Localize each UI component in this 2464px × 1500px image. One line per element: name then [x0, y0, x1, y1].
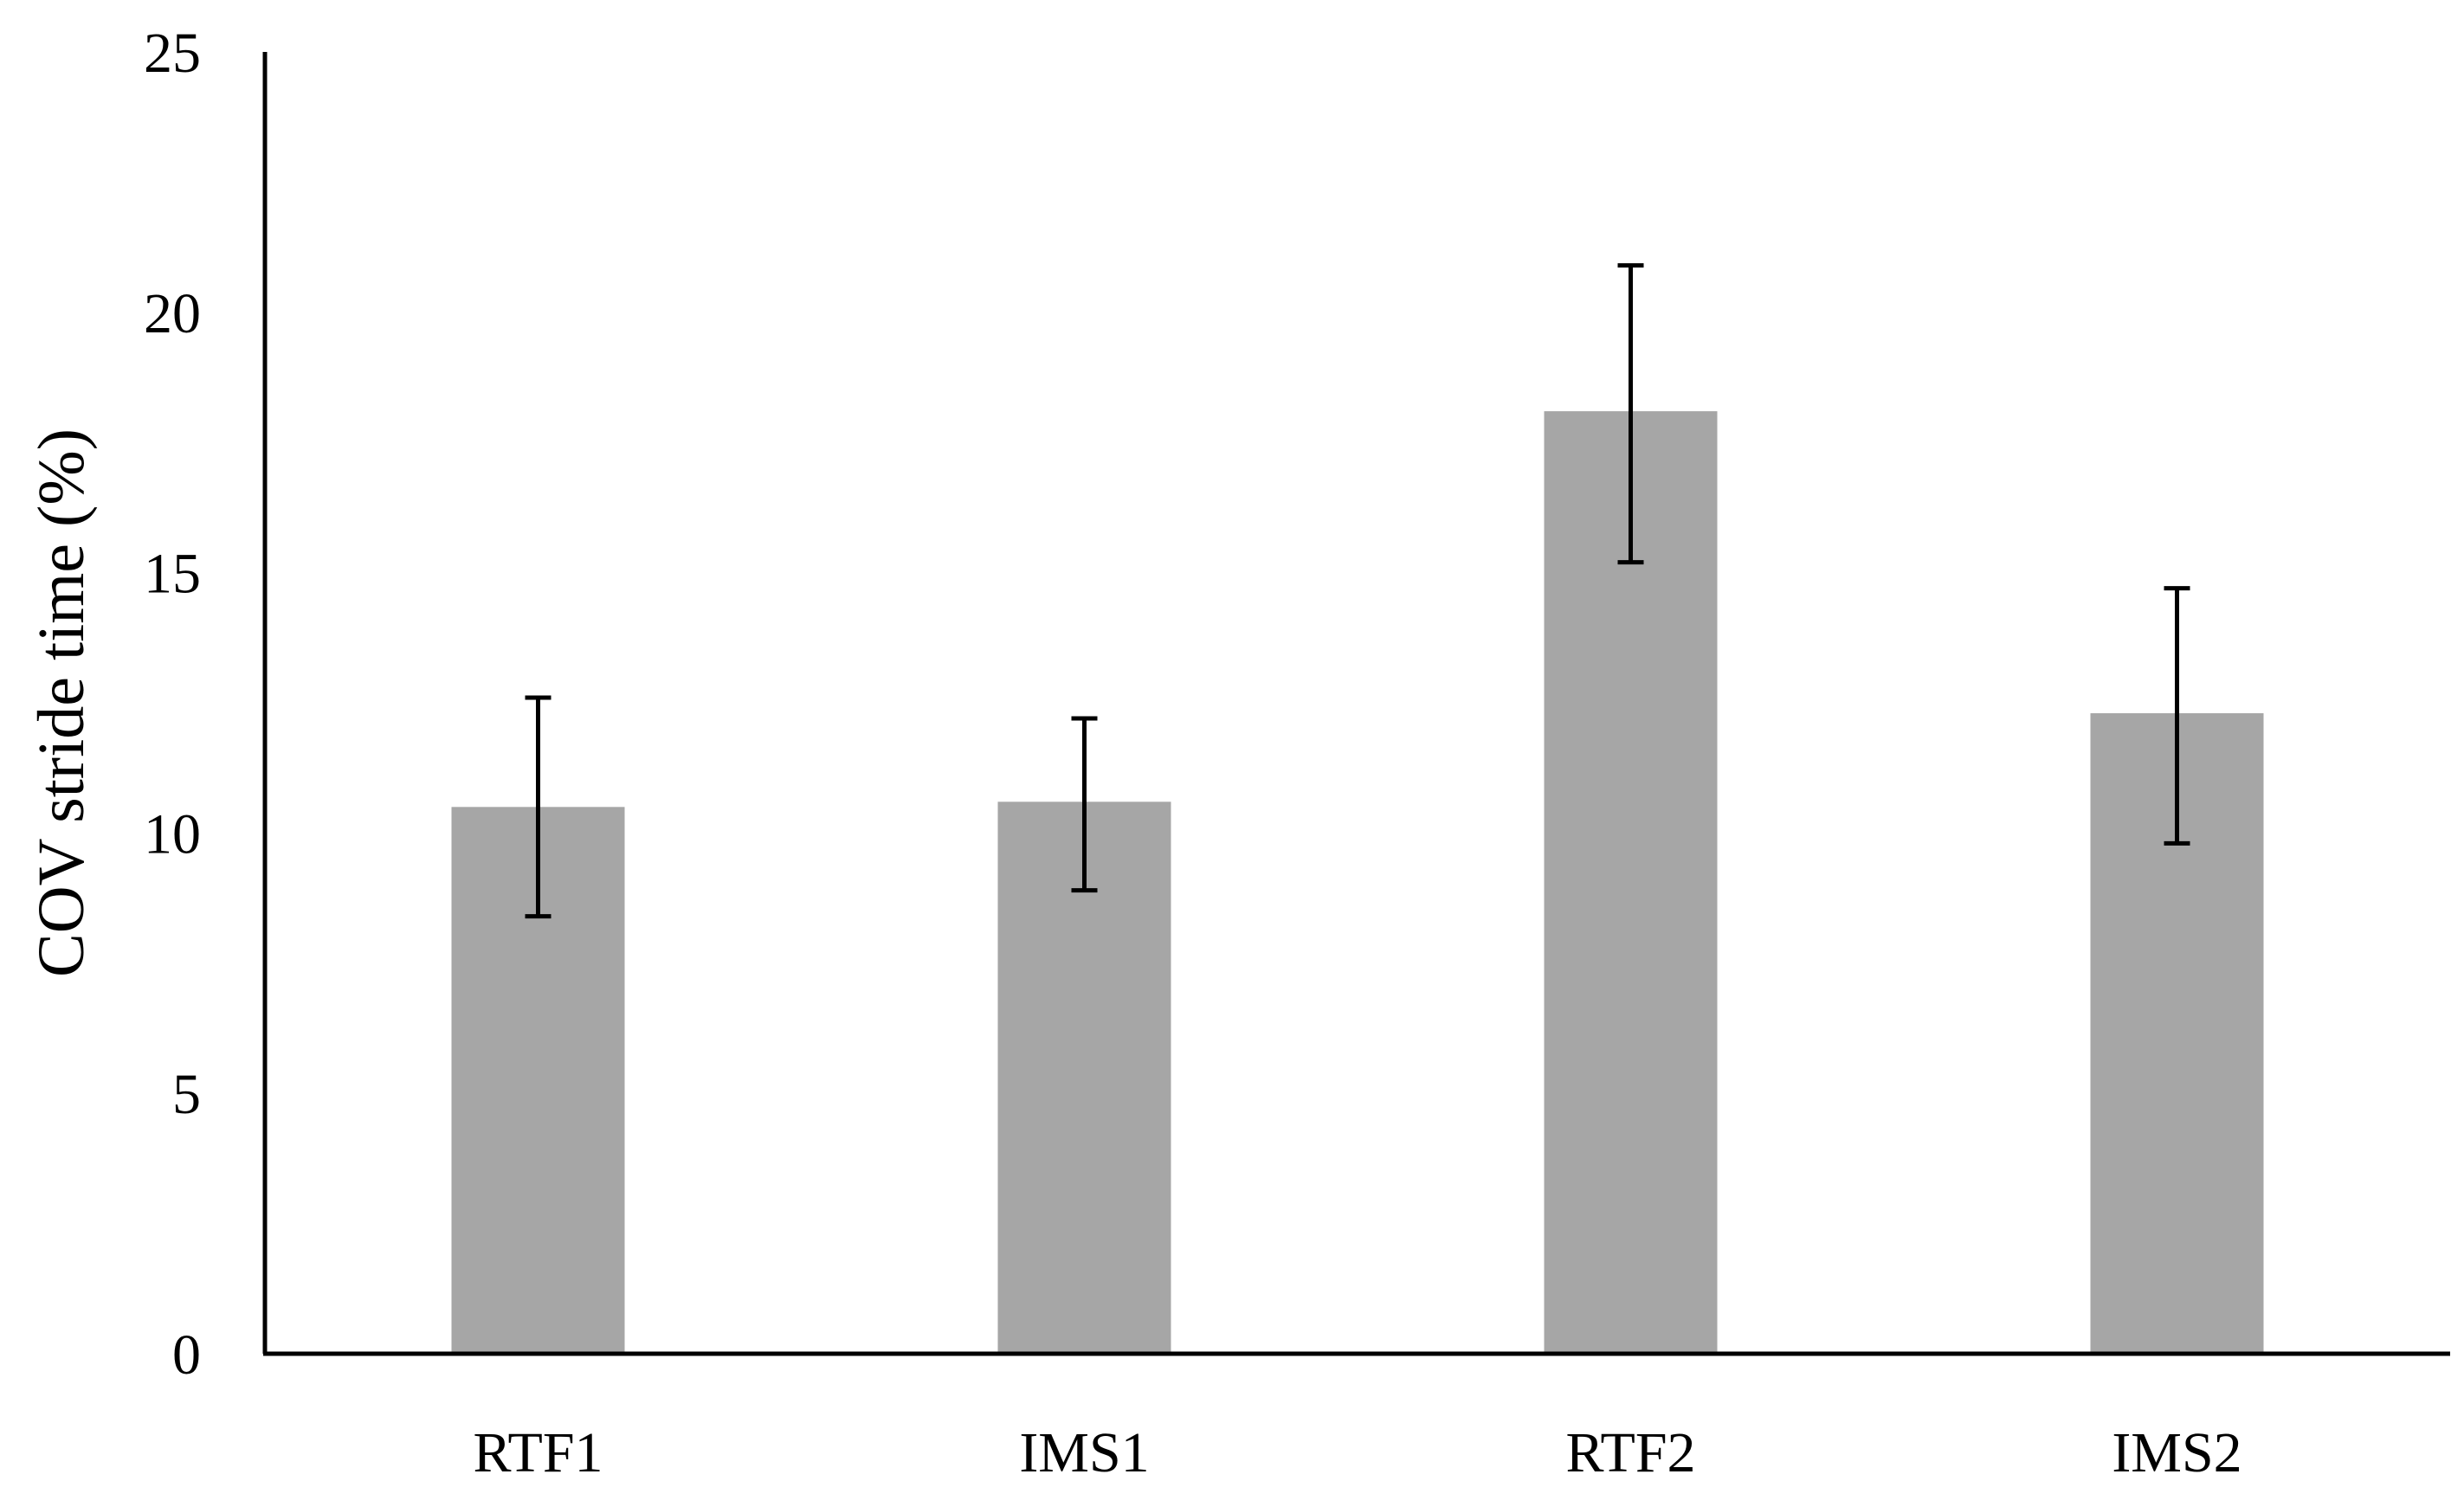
y-tick-label: 0	[172, 1323, 201, 1387]
error-bar-rtf1	[525, 695, 551, 919]
error-bar-rtf2	[1617, 263, 1644, 565]
bar-ims1	[997, 802, 1171, 1354]
y-tick-labels: 0 5 10 15 20 25	[144, 22, 201, 1387]
y-tick-label: 15	[144, 543, 201, 606]
error-bars	[525, 263, 2190, 919]
y-tick-label: 5	[172, 1063, 201, 1126]
axes	[262, 52, 2450, 1356]
x-tick-labels: RTF1 IMS1 RTF2 IMS2	[473, 1421, 2241, 1484]
y-tick-label: 25	[144, 22, 201, 85]
bar-rtf2	[1544, 411, 1718, 1354]
bars	[451, 411, 2264, 1354]
error-bar-ims2	[2164, 586, 2190, 846]
x-tick-label-ims2: IMS2	[2112, 1421, 2241, 1484]
error-bar-ims1	[1071, 716, 1098, 893]
x-tick-label-rtf2: RTF2	[1565, 1421, 1695, 1484]
x-tick-label-rtf1: RTF1	[473, 1421, 603, 1484]
x-tick-label-ims1: IMS1	[1019, 1421, 1149, 1484]
y-tick-label: 10	[144, 802, 201, 866]
y-axis-label: COV stride time (%)	[25, 428, 98, 977]
y-tick-label: 20	[144, 282, 201, 345]
